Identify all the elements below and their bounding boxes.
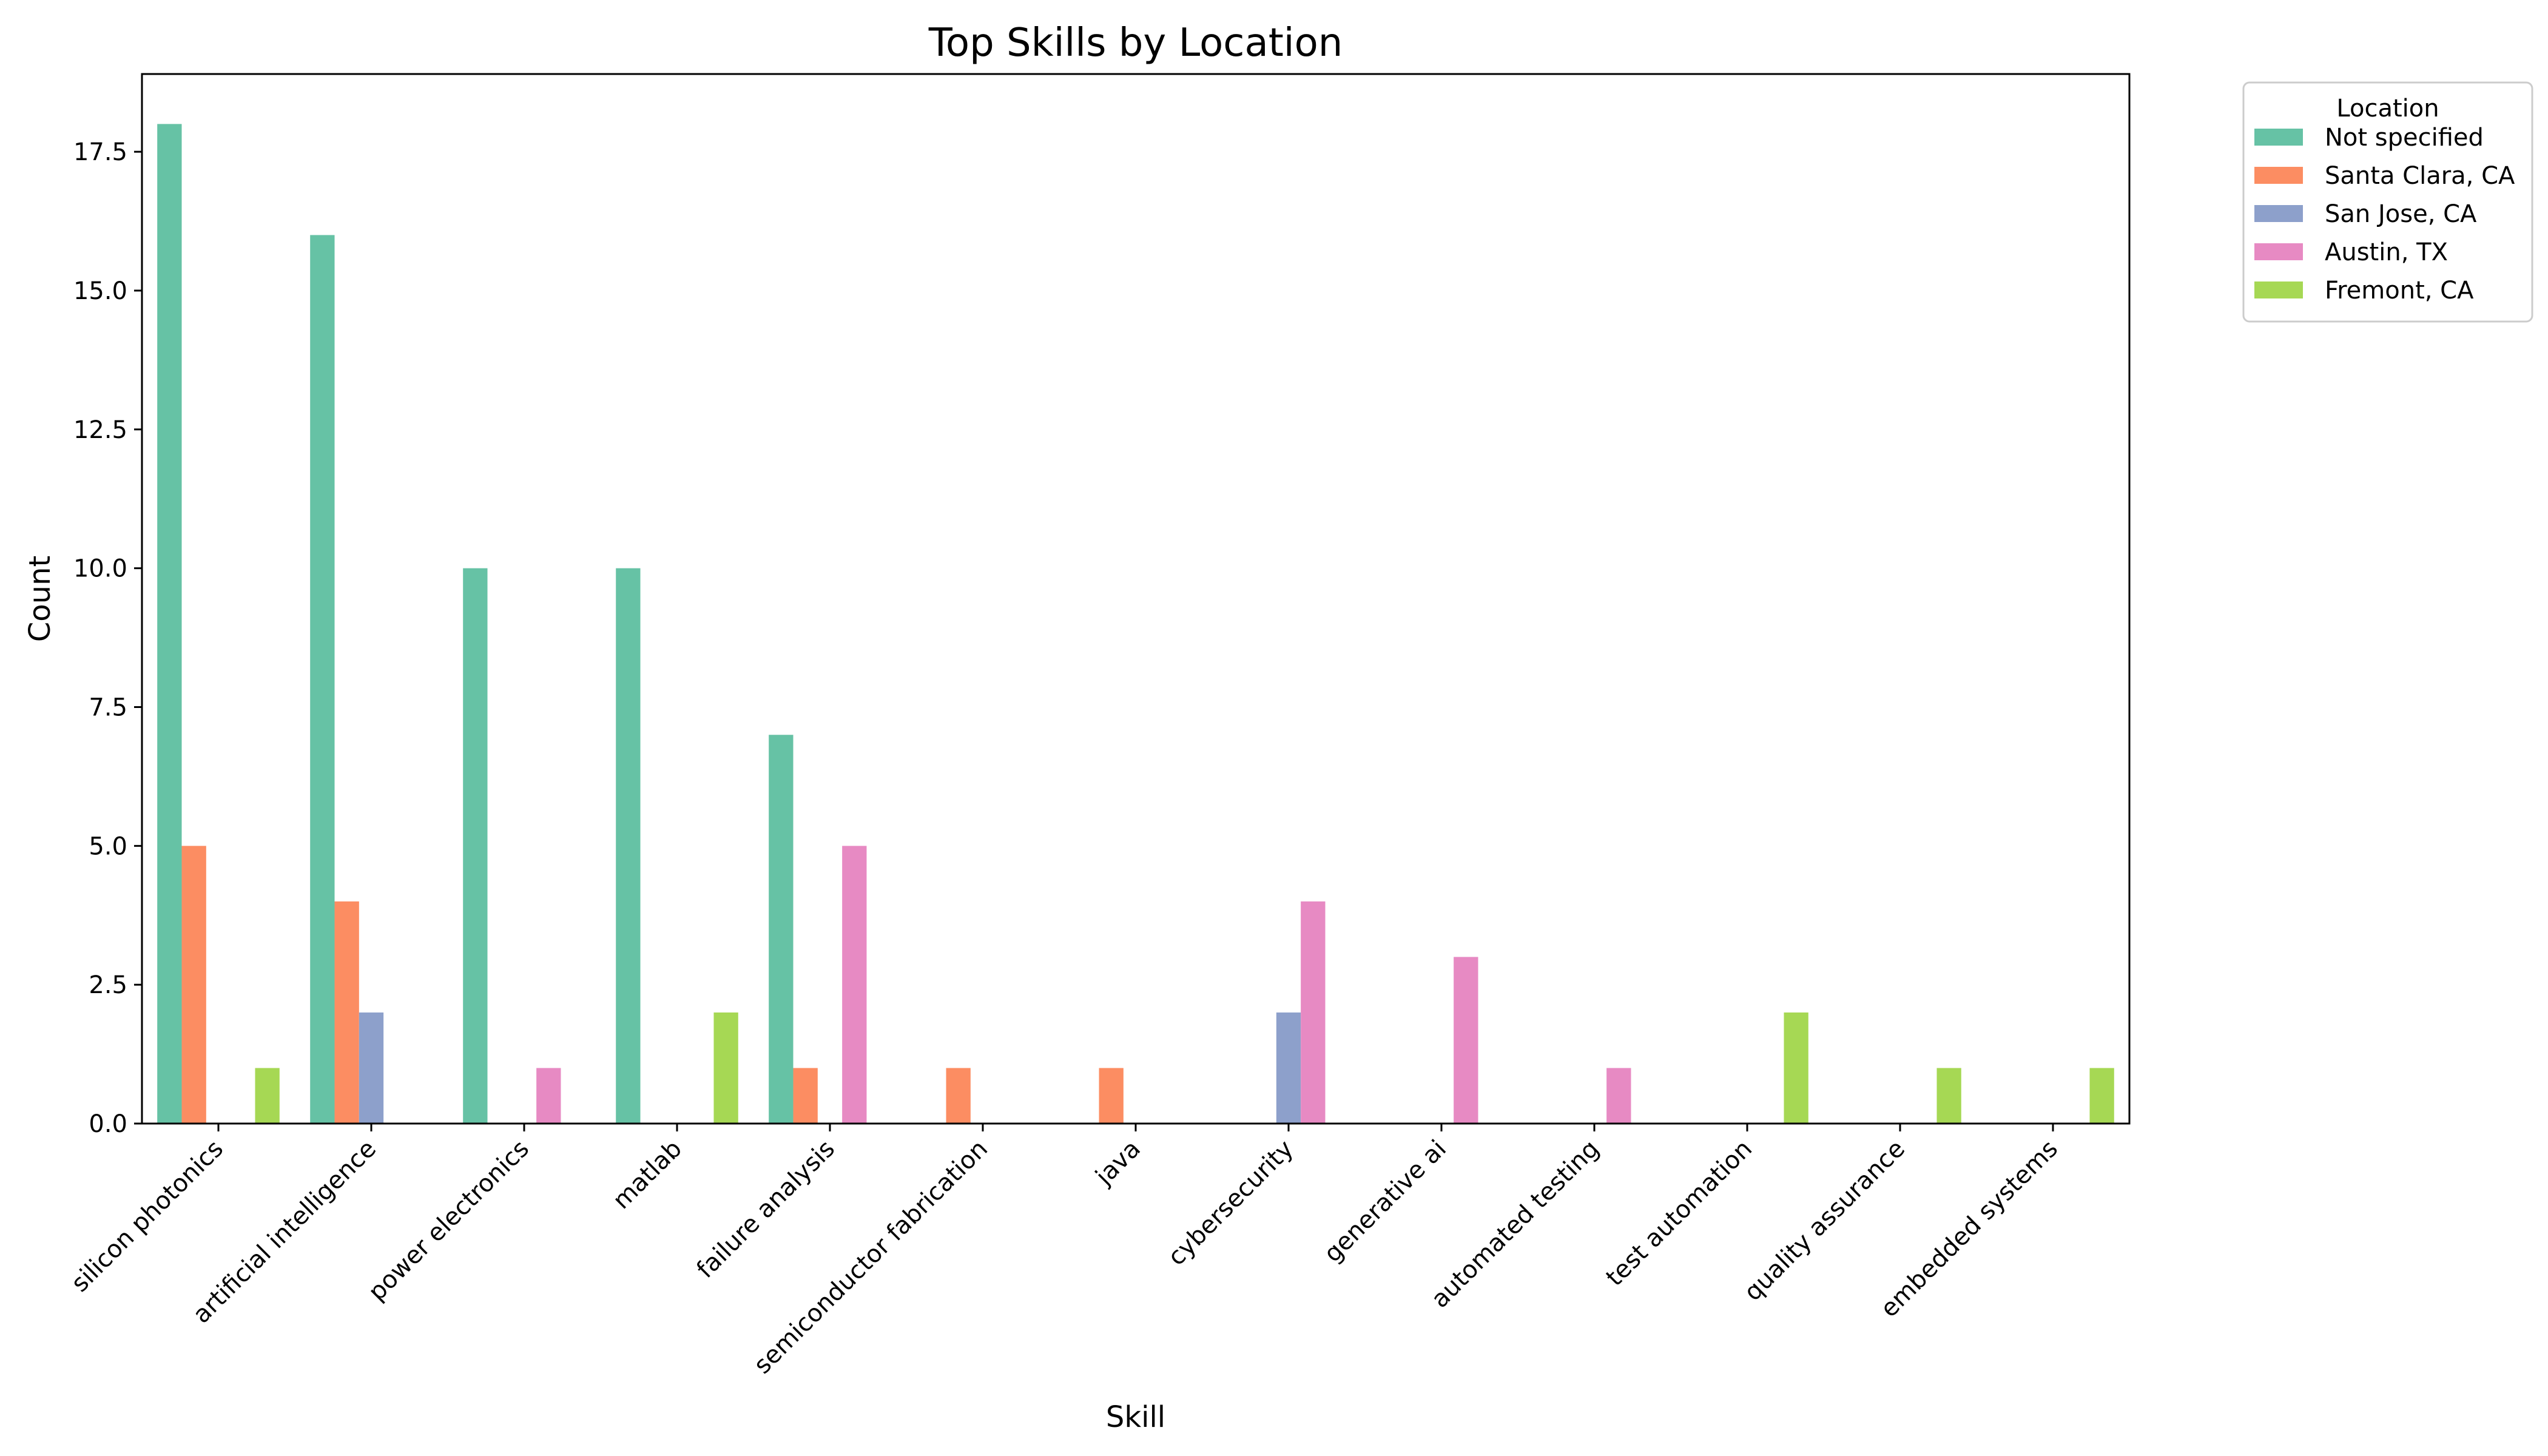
legend-title: Location: [2336, 95, 2439, 123]
x-tick-label: failure analysis: [692, 1135, 840, 1284]
legend-label: San Jose, CA: [2325, 200, 2477, 228]
y-axis-label: Count: [23, 556, 57, 642]
bar-silicon-photonics-fremont-ca: [255, 1068, 280, 1124]
bar-failure-analysis-austin-tx: [842, 846, 867, 1124]
y-axis: 0.0 2.5 5.0 7.5 10.0 12.5 15.0 17.5: [73, 138, 142, 1138]
x-tick-label: test automation: [1601, 1135, 1758, 1292]
bar-quality-assurance-fremont-ca: [1936, 1068, 1961, 1124]
y-tick-label: 0.0: [89, 1110, 127, 1138]
bars-layer: [157, 124, 2114, 1124]
plot-frame: [141, 73, 2131, 1125]
y-tick-label: 10.0: [73, 555, 127, 583]
x-tick-label: generative ai: [1319, 1135, 1452, 1268]
x-tick-label: cybersecurity: [1162, 1135, 1299, 1272]
y-tick-label: 2.5: [89, 971, 127, 999]
bar-java-santa-clara-ca: [1099, 1068, 1124, 1124]
x-tick-label: silicon photonics: [66, 1135, 229, 1298]
bar-semiconductor-fabrication-santa-clara-ca: [946, 1068, 971, 1124]
y-tick-label: 15.0: [73, 277, 127, 305]
x-tick-label: automated testing: [1426, 1135, 1605, 1314]
bar-test-automation-fremont-ca: [1784, 1012, 1808, 1124]
x-tick-label: java: [1090, 1135, 1146, 1191]
y-tick-label: 12.5: [73, 416, 127, 444]
x-tick-label: quality assurance: [1739, 1135, 1910, 1307]
bar-artificial-intelligence-not-specified: [310, 235, 335, 1124]
legend-label: Austin, TX: [2325, 238, 2448, 266]
bar-failure-analysis-santa-clara-ca: [793, 1068, 818, 1124]
y-tick-label: 17.5: [73, 138, 127, 166]
bar-power-electronics-not-specified: [463, 568, 488, 1124]
bar-artificial-intelligence-san-jose-ca: [359, 1012, 384, 1124]
x-tick-label: power electronics: [363, 1135, 534, 1307]
legend-label: Not specified: [2325, 124, 2484, 152]
bar-matlab-not-specified: [616, 568, 641, 1124]
bar-cybersecurity-austin-tx: [1301, 901, 1326, 1124]
y-tick-label: 5.0: [89, 832, 127, 860]
legend-items: Not specified Santa Clara, CA San Jose, CA…: [2254, 124, 2515, 305]
legend-label: Santa Clara, CA: [2325, 162, 2515, 190]
bar-automated-testing-austin-tx: [1606, 1068, 1631, 1124]
legend-swatch: [2254, 167, 2303, 184]
bar-silicon-photonics-not-specified: [157, 124, 182, 1124]
bar-embedded-systems-fremont-ca: [2089, 1068, 2114, 1124]
legend-frame: [2242, 81, 2533, 323]
legend-label: Fremont, CA: [2325, 277, 2474, 305]
bar-artificial-intelligence-santa-clara-ca: [334, 901, 359, 1124]
bar-matlab-fremont-ca: [713, 1012, 738, 1124]
legend: Location Not specified Santa Clara, CA San…: [2242, 81, 2533, 323]
x-tick-label: matlab: [607, 1135, 687, 1215]
legend-swatch: [2254, 281, 2303, 298]
bar-failure-analysis-not-specified: [769, 735, 794, 1124]
legend-swatch: [2254, 243, 2303, 260]
y-tick-label: 7.5: [89, 693, 127, 721]
bar-cybersecurity-san-jose-ca: [1276, 1012, 1301, 1124]
bar-silicon-photonics-santa-clara-ca: [181, 846, 206, 1124]
x-tick-label: embedded systems: [1875, 1135, 2063, 1323]
bar-generative-ai-austin-tx: [1454, 957, 1478, 1124]
bar-power-electronics-austin-tx: [536, 1068, 561, 1124]
legend-swatch: [2254, 205, 2303, 222]
legend-swatch: [2254, 129, 2303, 146]
chart-title: Top Skills by Location: [928, 21, 1343, 66]
x-axis-label: Skill: [1106, 1400, 1165, 1434]
